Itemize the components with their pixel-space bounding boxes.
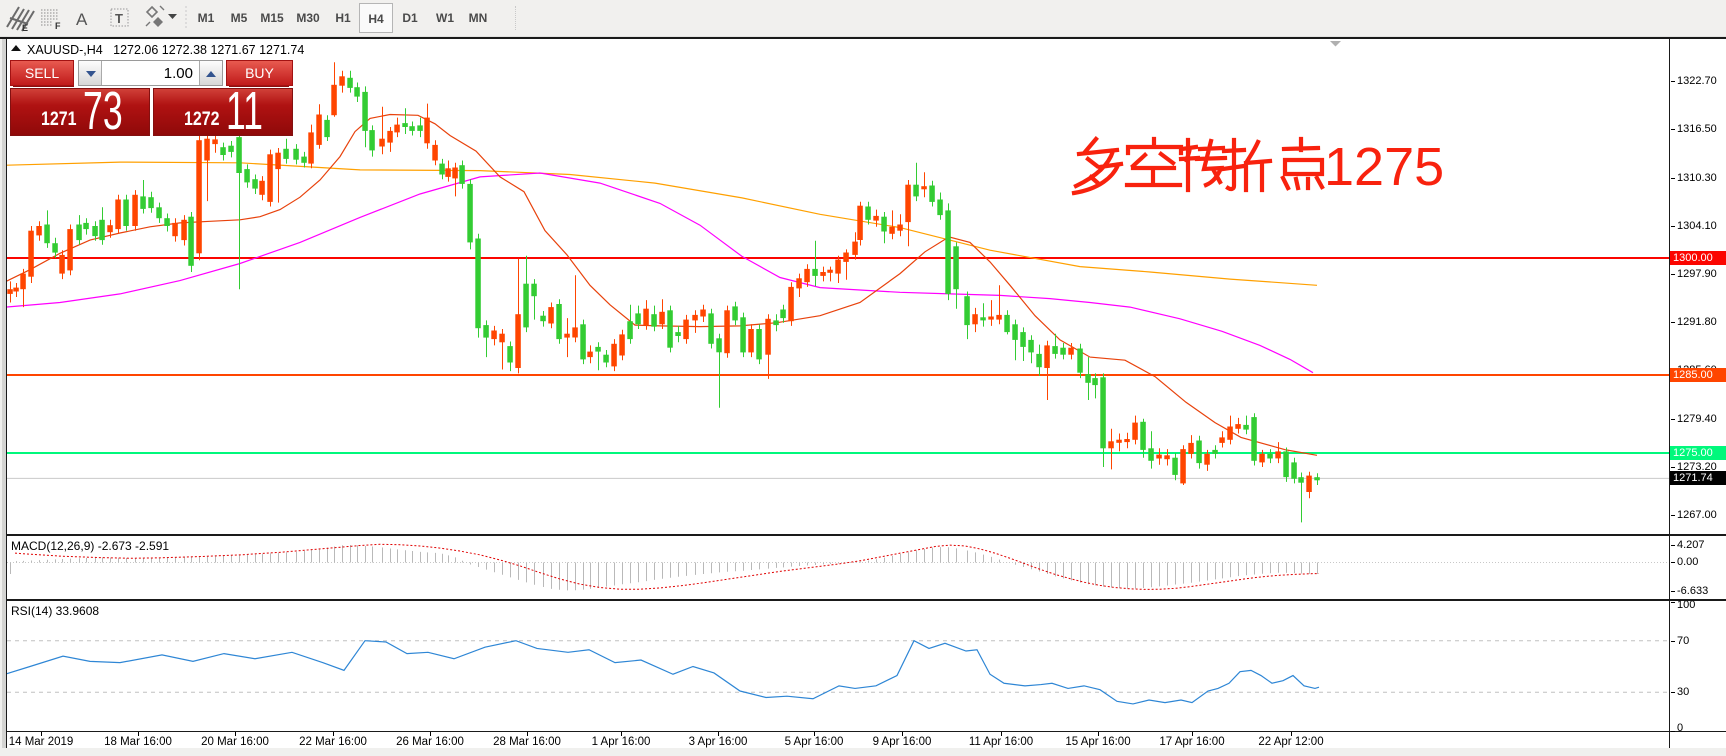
- svg-text:T: T: [115, 11, 123, 26]
- svg-text:F: F: [55, 21, 61, 31]
- svg-text:1275: 1275: [1324, 137, 1444, 197]
- svg-text:E: E: [22, 23, 28, 33]
- svg-text:A: A: [76, 10, 88, 29]
